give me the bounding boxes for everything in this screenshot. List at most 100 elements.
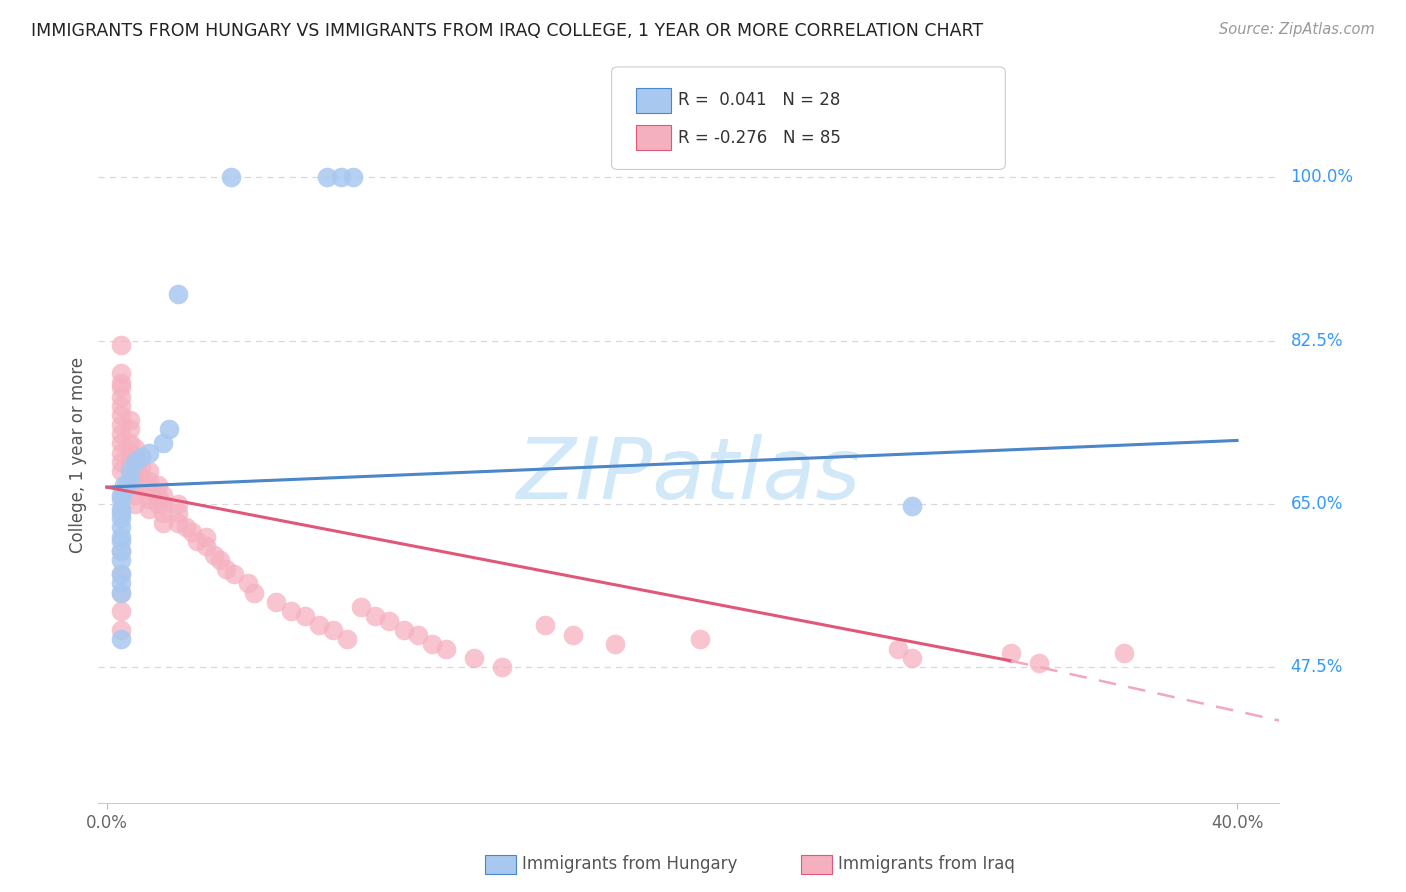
Point [342,170,364,185]
Point [208,553,231,567]
Point [219,170,242,185]
Point [194,530,217,544]
Point [280,604,302,618]
Point [110,511,132,525]
Point [110,409,132,423]
Point [434,641,457,656]
Text: R =  0.041   N = 28: R = 0.041 N = 28 [678,92,839,110]
Point [463,651,485,665]
Point [110,487,132,501]
Point [124,469,146,483]
Point [124,497,146,511]
Point [605,637,627,651]
Point [534,618,557,632]
Point [336,632,359,647]
Point [110,417,132,432]
Point [129,450,152,465]
Point [110,390,132,404]
Point [322,623,344,637]
Point [222,566,245,581]
Point [294,609,316,624]
Point [110,553,132,567]
Point [138,492,160,507]
Point [110,585,132,599]
Text: ZIPatlas: ZIPatlas [517,434,860,517]
Point [1000,646,1022,660]
Point [316,170,339,185]
Point [146,478,169,492]
Point [152,516,174,530]
Point [110,455,132,469]
Point [491,660,513,674]
Point [138,464,160,478]
Point [124,487,146,501]
Point [901,499,924,513]
Point [112,483,135,497]
Text: 82.5%: 82.5% [1291,332,1343,350]
Point [110,506,132,520]
Point [350,599,373,614]
Point [112,478,135,492]
Point [110,366,132,380]
Point [406,628,429,642]
Text: Immigrants from Iraq: Immigrants from Iraq [838,855,1015,873]
Point [152,497,174,511]
Point [129,450,152,465]
Point [308,618,330,632]
Point [110,380,132,394]
Point [118,464,141,478]
Point [138,483,160,497]
Point [202,549,225,563]
Point [110,566,132,581]
Point [110,492,132,507]
Point [129,478,152,492]
Point [110,623,132,637]
Point [194,539,217,553]
Point [118,474,141,488]
Point [138,445,160,459]
Point [110,501,132,516]
Point [110,520,132,534]
Point [420,637,443,651]
Point [146,487,169,501]
Point [152,506,174,520]
Point [238,576,260,591]
Point [110,376,132,390]
Point [146,497,169,511]
Text: 47.5%: 47.5% [1291,658,1343,676]
Point [110,426,132,441]
Point [266,595,288,609]
Point [110,576,132,591]
Point [110,530,132,544]
Point [110,566,132,581]
Point [118,445,141,459]
Point [562,628,585,642]
Point [118,464,141,478]
Point [152,487,174,501]
Point [110,543,132,558]
Point [118,413,141,427]
Point [392,623,415,637]
Point [186,534,208,549]
Point [166,506,188,520]
Point [214,562,236,576]
Point [887,641,910,656]
Y-axis label: College, 1 year or more: College, 1 year or more [69,357,87,553]
Point [110,338,132,352]
Point [124,441,146,455]
Point [330,170,353,185]
Point [1028,656,1050,670]
Point [1112,646,1135,660]
Point [110,464,132,478]
Text: Source: ZipAtlas.com: Source: ZipAtlas.com [1219,22,1375,37]
Point [152,436,174,450]
Point [364,609,387,624]
Point [138,474,160,488]
Point [689,632,711,647]
Point [118,455,141,469]
Point [157,422,180,436]
Point [124,478,146,492]
Point [180,524,202,539]
Point [138,501,160,516]
Point [110,534,132,549]
